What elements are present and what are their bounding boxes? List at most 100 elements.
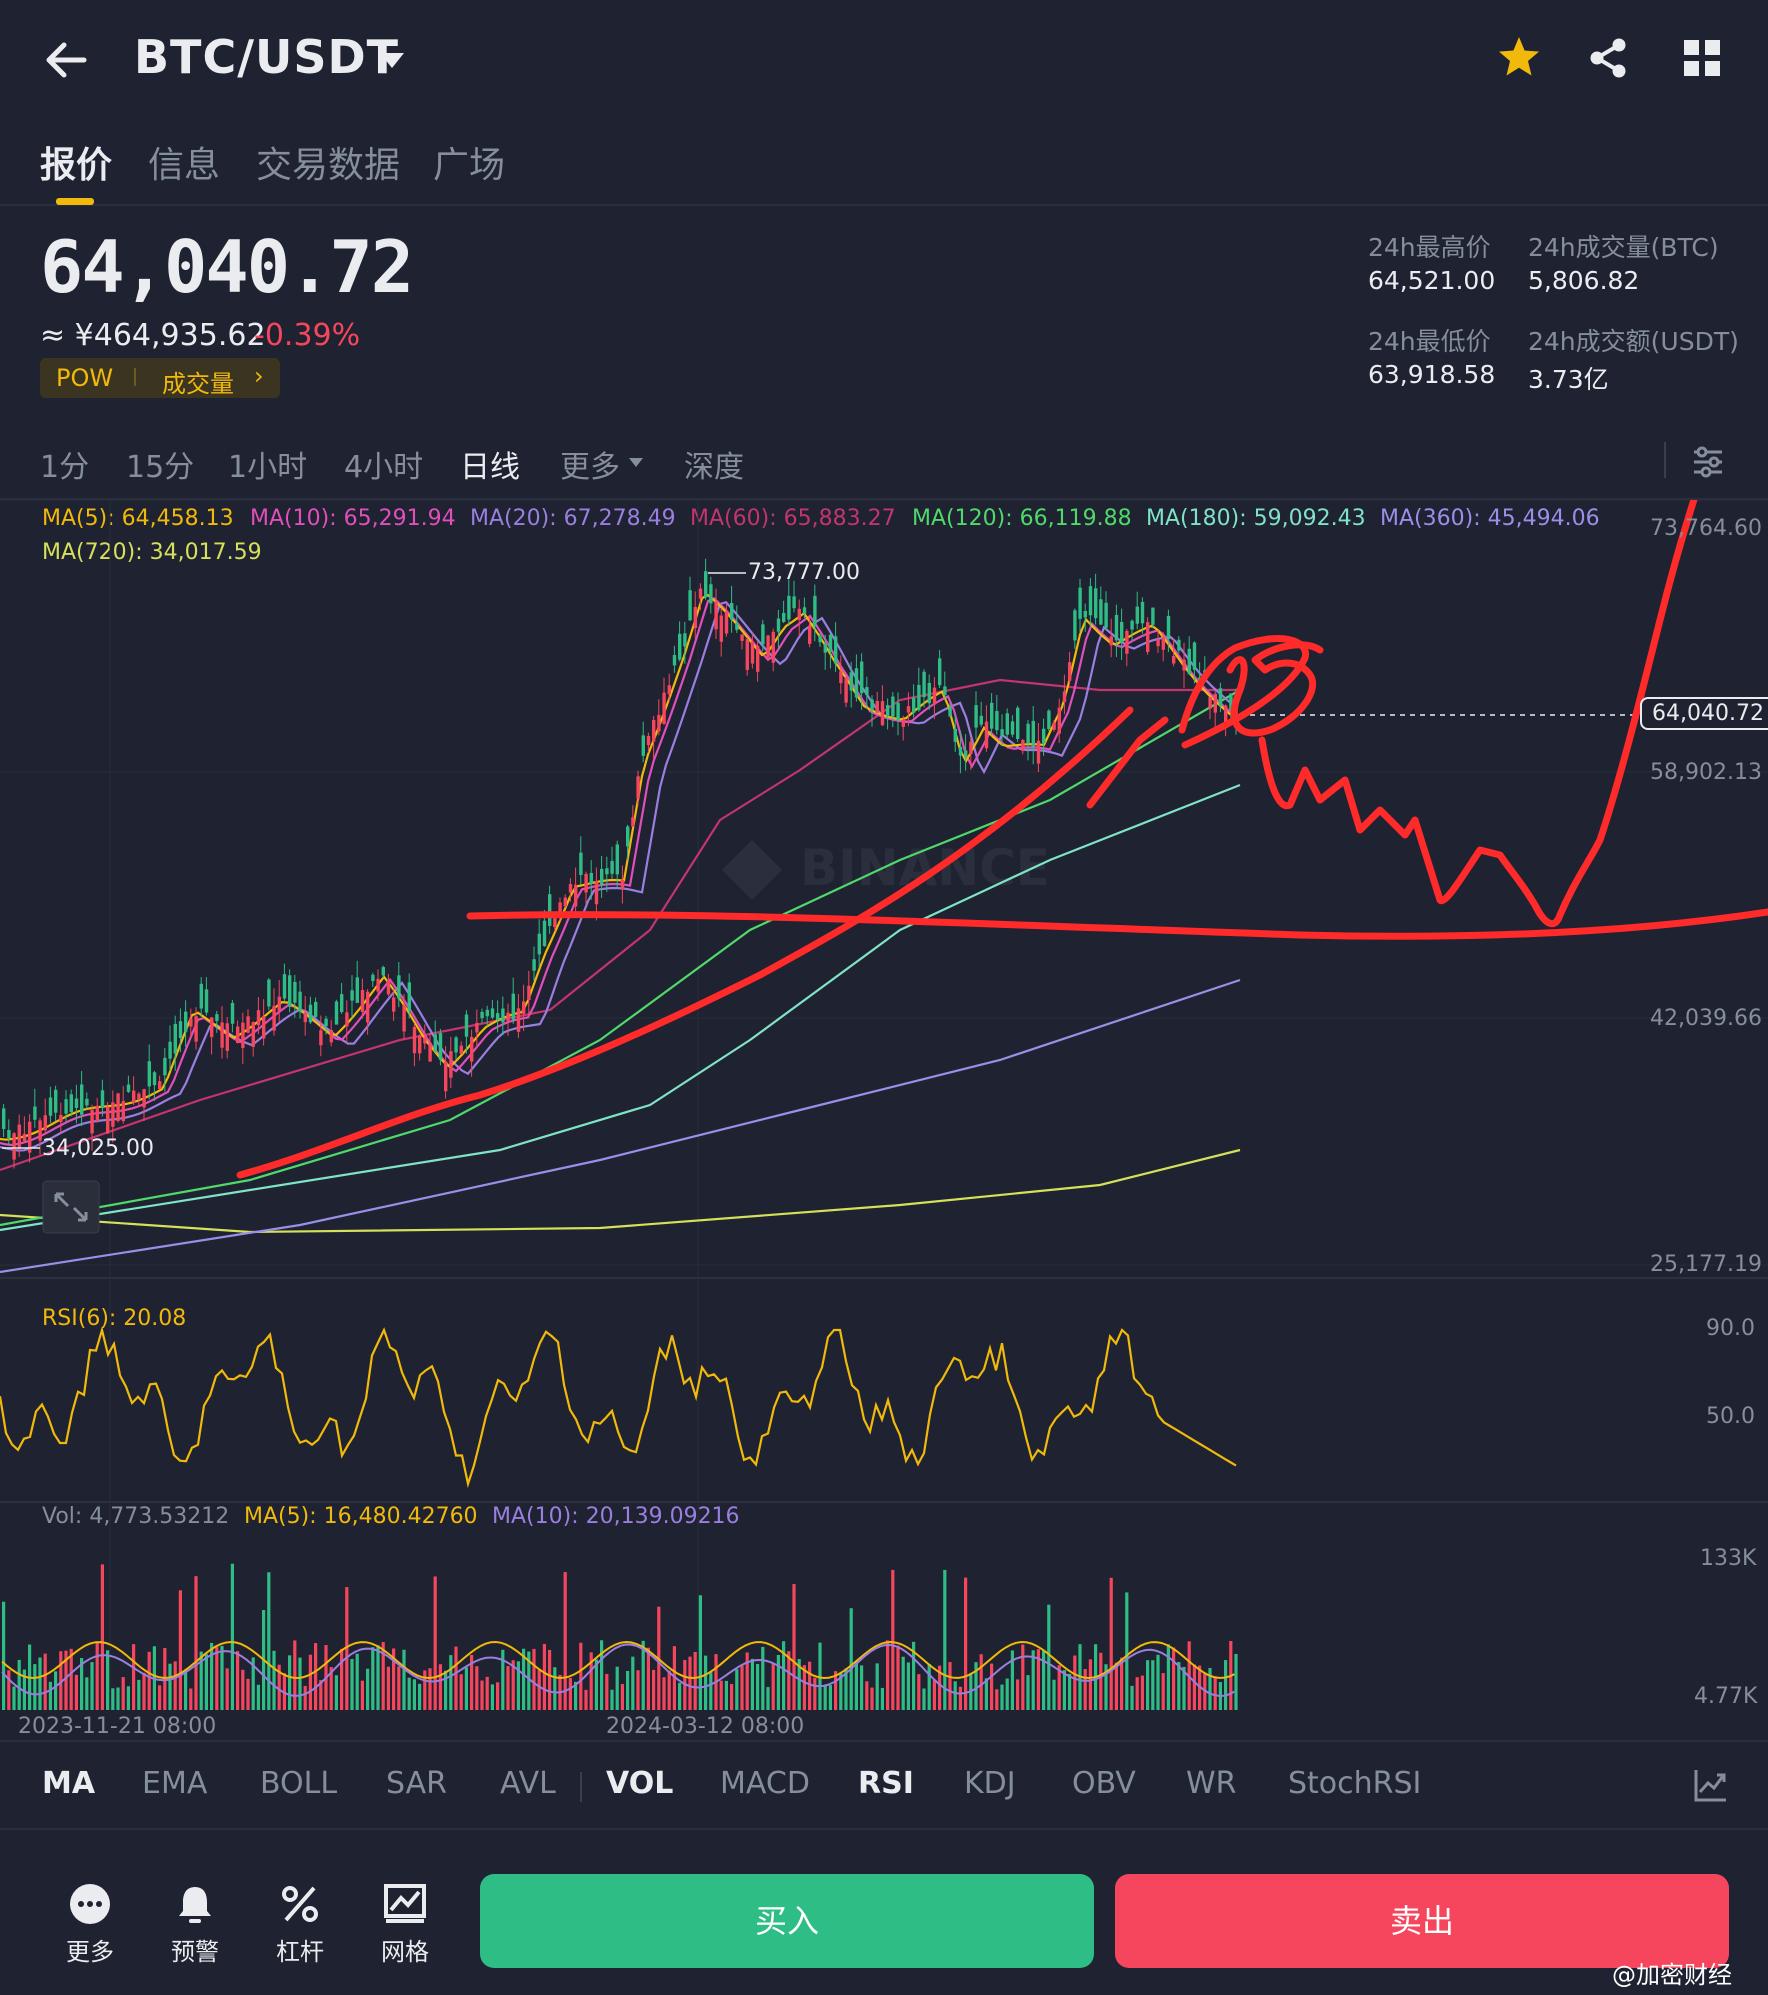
volume-bar xyxy=(38,1657,42,1710)
candle xyxy=(771,631,775,663)
chart-settings-icon[interactable] xyxy=(1688,442,1728,482)
candle xyxy=(1208,697,1212,709)
indicator-ema[interactable]: EMA xyxy=(142,1766,208,1801)
candle xyxy=(59,1114,63,1123)
candle xyxy=(854,668,859,698)
nav-more[interactable]: 更多 xyxy=(50,1882,130,1967)
candle xyxy=(1182,659,1186,671)
tag-chip[interactable]: POW 成交量 › xyxy=(40,358,280,398)
candle xyxy=(969,741,973,755)
candle xyxy=(704,571,708,598)
candle xyxy=(724,611,729,634)
interval-more[interactable]: 更多 xyxy=(560,450,620,485)
volume-bar xyxy=(33,1664,37,1710)
nav-alert[interactable]: 预警 xyxy=(155,1882,235,1967)
volume-bar xyxy=(376,1645,380,1710)
nav-more-label: 更多 xyxy=(66,1938,114,1966)
tab-info[interactable]: 信息 xyxy=(148,145,221,186)
ma-line xyxy=(0,978,1241,1274)
tab-trading-data[interactable]: 交易数据 xyxy=(256,145,401,186)
volume-bar xyxy=(974,1662,978,1710)
candle xyxy=(527,985,531,1001)
candle xyxy=(1094,588,1098,619)
indicator-sar[interactable]: SAR xyxy=(386,1766,447,1801)
candle xyxy=(870,699,874,711)
interval-4h[interactable]: 4小时 xyxy=(344,450,424,485)
sell-button[interactable]: 卖出 xyxy=(1115,1874,1729,1968)
expand-chart-icon[interactable] xyxy=(42,1180,100,1234)
pair-dropdown-caret-icon[interactable] xyxy=(378,50,406,70)
indicator-avl[interactable]: AVL xyxy=(500,1766,556,1801)
interval-1m[interactable]: 1分 xyxy=(40,450,90,485)
ma-line xyxy=(0,689,1241,1227)
volume-bar xyxy=(756,1663,760,1710)
y-axis-label-top: 73,764.60 xyxy=(1650,516,1762,541)
back-arrow-icon[interactable] xyxy=(40,34,92,86)
tab-square[interactable]: 广场 xyxy=(433,145,506,186)
candlestick-chart[interactable]: BINANCE xyxy=(0,500,1768,1745)
volume-bar xyxy=(875,1663,879,1710)
indicator-boll[interactable]: BOLL xyxy=(260,1766,338,1801)
candle xyxy=(1062,691,1067,703)
candle xyxy=(204,989,209,1013)
binance-watermark: BINANCE xyxy=(722,839,1050,900)
candle xyxy=(672,655,677,666)
buy-button[interactable]: 买入 xyxy=(480,1874,1094,1968)
interval-15m[interactable]: 15分 xyxy=(126,450,195,485)
volume-bar xyxy=(1177,1662,1181,1710)
volume-bar xyxy=(870,1687,874,1710)
candle xyxy=(615,844,619,875)
volume-bar xyxy=(600,1640,604,1710)
nav-grid[interactable]: 网格 xyxy=(365,1882,445,1967)
volume-bar xyxy=(568,1678,572,1710)
share-icon[interactable] xyxy=(1586,36,1630,80)
candle xyxy=(334,1001,339,1025)
indicator-wr[interactable]: WR xyxy=(1186,1766,1237,1801)
candle xyxy=(610,860,614,874)
interval-1d[interactable]: 日线 xyxy=(460,450,520,485)
low-value: 63,918.58 xyxy=(1368,360,1496,389)
more-caret-icon[interactable] xyxy=(628,456,644,468)
volume-bar xyxy=(511,1660,515,1710)
candle xyxy=(1005,713,1009,735)
grid-menu-icon[interactable] xyxy=(1682,38,1722,78)
candle xyxy=(1073,610,1077,641)
candle xyxy=(324,1018,328,1027)
nav-leverage[interactable]: 杠杆 xyxy=(260,1882,340,1967)
interval-depth[interactable]: 深度 xyxy=(684,450,744,485)
volume-bar xyxy=(251,1657,255,1710)
candle xyxy=(823,643,827,653)
volume-bar xyxy=(454,1646,458,1710)
indicator-rsi[interactable]: RSI xyxy=(858,1766,914,1801)
tab-quote[interactable]: 报价 xyxy=(40,145,113,186)
volume-bar xyxy=(392,1648,396,1710)
candle xyxy=(1088,586,1093,616)
candle xyxy=(256,1010,261,1026)
interval-1h[interactable]: 1小时 xyxy=(228,450,308,485)
indicator-ma[interactable]: MA xyxy=(42,1766,96,1801)
indicator-obv[interactable]: OBV xyxy=(1072,1766,1136,1801)
volume-bar xyxy=(490,1684,494,1710)
candle xyxy=(189,1018,193,1027)
candle xyxy=(100,1090,105,1109)
candle xyxy=(1031,720,1035,747)
volume-bar xyxy=(834,1671,838,1710)
indicator-stochrsi[interactable]: StochRSI xyxy=(1288,1766,1422,1801)
indicator-kdj[interactable]: KDJ xyxy=(964,1766,1016,1801)
volume-bar xyxy=(532,1648,536,1710)
volume-bar xyxy=(1140,1675,1144,1710)
candle xyxy=(1114,614,1119,641)
candle xyxy=(298,991,302,1012)
volume-bar xyxy=(620,1684,624,1710)
favorite-star-icon[interactable] xyxy=(1496,34,1542,80)
volume-bar xyxy=(48,1681,52,1710)
high-label: 24h最高价 xyxy=(1368,233,1491,262)
candle xyxy=(667,685,671,695)
pair-title[interactable]: BTC/USDT xyxy=(134,30,400,84)
current-price-tag[interactable]: 64,040.72 xyxy=(1640,697,1768,730)
pow-tag: POW xyxy=(56,364,114,392)
indicator-macd[interactable]: MACD xyxy=(720,1766,810,1801)
indicator-vol[interactable]: VOL xyxy=(606,1766,674,1801)
chart-tools-icon[interactable] xyxy=(1690,1766,1730,1806)
candle xyxy=(7,1129,11,1139)
